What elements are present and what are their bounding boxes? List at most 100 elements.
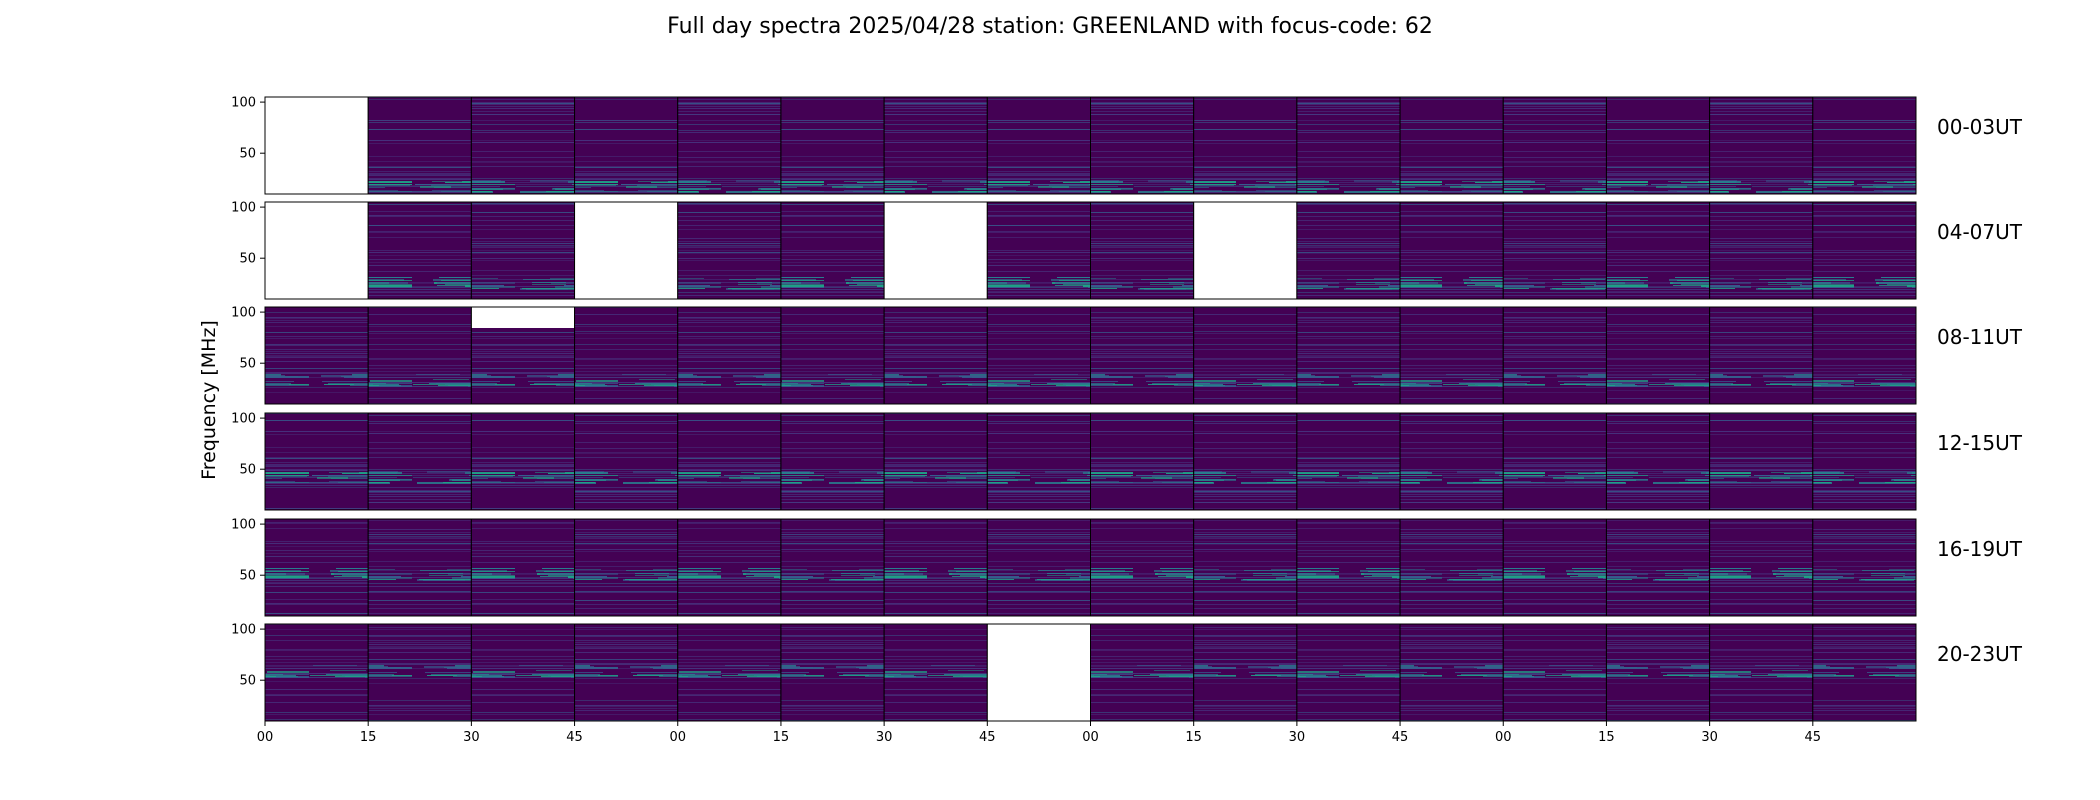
spectrum-cell-border [1812,306,1917,405]
spectrum-cell [1400,307,1504,404]
spectrum-cell [1812,413,1916,510]
spectrum-cell [471,624,575,721]
spectrum-cell [1606,202,1710,299]
spectrum-cell [987,202,1091,299]
spectrum-cell-border [1812,623,1917,722]
x-tick-label: 45 [566,730,583,745]
spectrum-cell [1812,307,1916,404]
spectrum-cell [1090,307,1194,404]
y-tick-label: 100 [231,306,256,321]
spectrum-cell [368,202,472,299]
spectrum-cell [677,519,781,616]
x-axis: 00 15 30 45 00 15 30 45 00 15 30 45 00 15 30 45 [257,721,1821,745]
x-tick-label: 15 [773,730,790,745]
y-tick-label: 50 [239,252,256,267]
spectrum-cell [780,97,885,194]
spectra-row: 100 50 08-11UT [231,306,2023,405]
spectrum-cell [1296,519,1401,616]
spectrum-cell [265,307,369,404]
y-tick-label: 100 [231,96,256,111]
spectrum-cell [1193,307,1297,404]
spectrum-cell [987,519,1091,616]
row-time-label: 16-19UT [1937,537,2023,561]
x-tick-label: 15 [1598,730,1615,745]
spectrum-cell-gap [471,307,575,328]
y-tick-label: 100 [231,412,256,427]
spectrum-cell [1709,519,1813,616]
spectrum-cell [1503,413,1607,510]
x-tick-label: 15 [1185,730,1202,745]
spectrum-cell [471,202,575,299]
x-tick-label: 00 [1495,730,1512,745]
spectrum-cell [1296,624,1401,721]
row-time-label: 20-23UT [1937,642,2023,666]
spectrum-cell-border [1812,96,1917,195]
x-tick-label: 00 [669,730,686,745]
spectrum-cell-missing [265,202,369,299]
spectrum-cell-missing [987,624,1091,721]
spectrum-cell [1709,413,1813,510]
row-time-label: 04-07UT [1937,220,2023,244]
spectra-row: 100 50 04-07UT [231,201,2023,300]
spectra-row: 100 50 00-03UT [231,96,2023,195]
spectrum-cell [1090,519,1194,616]
chart-title: Full day spectra 2025/04/28 station: GRE… [667,14,1433,39]
spectrum-cell [1606,97,1710,194]
spectra-rows: 100 50 00-03UT 100 50 04-07UT 100 50 08-11UT 100 5… [231,96,2023,722]
spectrum-cell [884,97,988,194]
spectrum-cell [471,413,575,510]
spectrum-cell-border [1812,201,1917,300]
spectrum-cell [780,519,885,616]
spectrum-cell [368,307,472,404]
spectra-row: 100 50 20-23UT [231,623,2023,722]
spectrum-cell [1606,519,1710,616]
y-tick-label: 50 [239,147,256,162]
spectrum-cell [884,519,988,616]
x-tick-label: 45 [1392,730,1409,745]
spectrum-cell-missing [1193,202,1297,299]
x-tick-label: 45 [1805,730,1822,745]
x-tick-label: 30 [1701,730,1718,745]
spectrum-cell [1193,97,1297,194]
y-tick-label: 50 [239,674,256,689]
spectrum-cell [1090,624,1194,721]
spectrum-cell [884,413,988,510]
spectrum-cell [1090,413,1194,510]
spectrum-cell [574,519,678,616]
spectrum-cell [574,97,678,194]
y-axis-label: Frequency [MHz] [198,320,220,480]
spectrum-cell [677,307,781,404]
spectrum-cell [677,202,781,299]
spectrum-cell-missing [265,97,369,194]
spectrum-cell [884,307,988,404]
y-tick-label: 100 [231,518,256,533]
spectrum-cell [1709,624,1813,721]
spectrum-cell [265,413,369,510]
spectrum-cell-border [1812,412,1917,511]
x-tick-label: 00 [1082,730,1099,745]
spectrum-cell [780,202,885,299]
spectrum-cell [1296,97,1401,194]
row-time-label: 08-11UT [1937,325,2023,349]
x-tick-label: 00 [257,730,274,745]
spectrum-cell [1812,97,1916,194]
spectrum-cell [677,624,781,721]
spectrum-cell [574,307,678,404]
spectrum-cell [1503,97,1607,194]
x-tick-label: 30 [876,730,893,745]
spectrum-cell [1812,519,1916,616]
y-tick-label: 50 [239,463,256,478]
spectrum-cell [1296,307,1401,404]
x-tick-label: 30 [1289,730,1306,745]
spectrum-cell [987,97,1091,194]
spectrum-cell [1090,202,1194,299]
spectrum-cell [574,624,678,721]
spectrum-cell [574,413,678,510]
spectrum-cell-border [1812,518,1917,617]
spectrum-cell [1606,413,1710,510]
spectrum-cell [1503,202,1607,299]
y-tick-label: 100 [231,201,256,216]
spectrum-cell [780,624,885,721]
spectrum-cell [265,519,369,616]
